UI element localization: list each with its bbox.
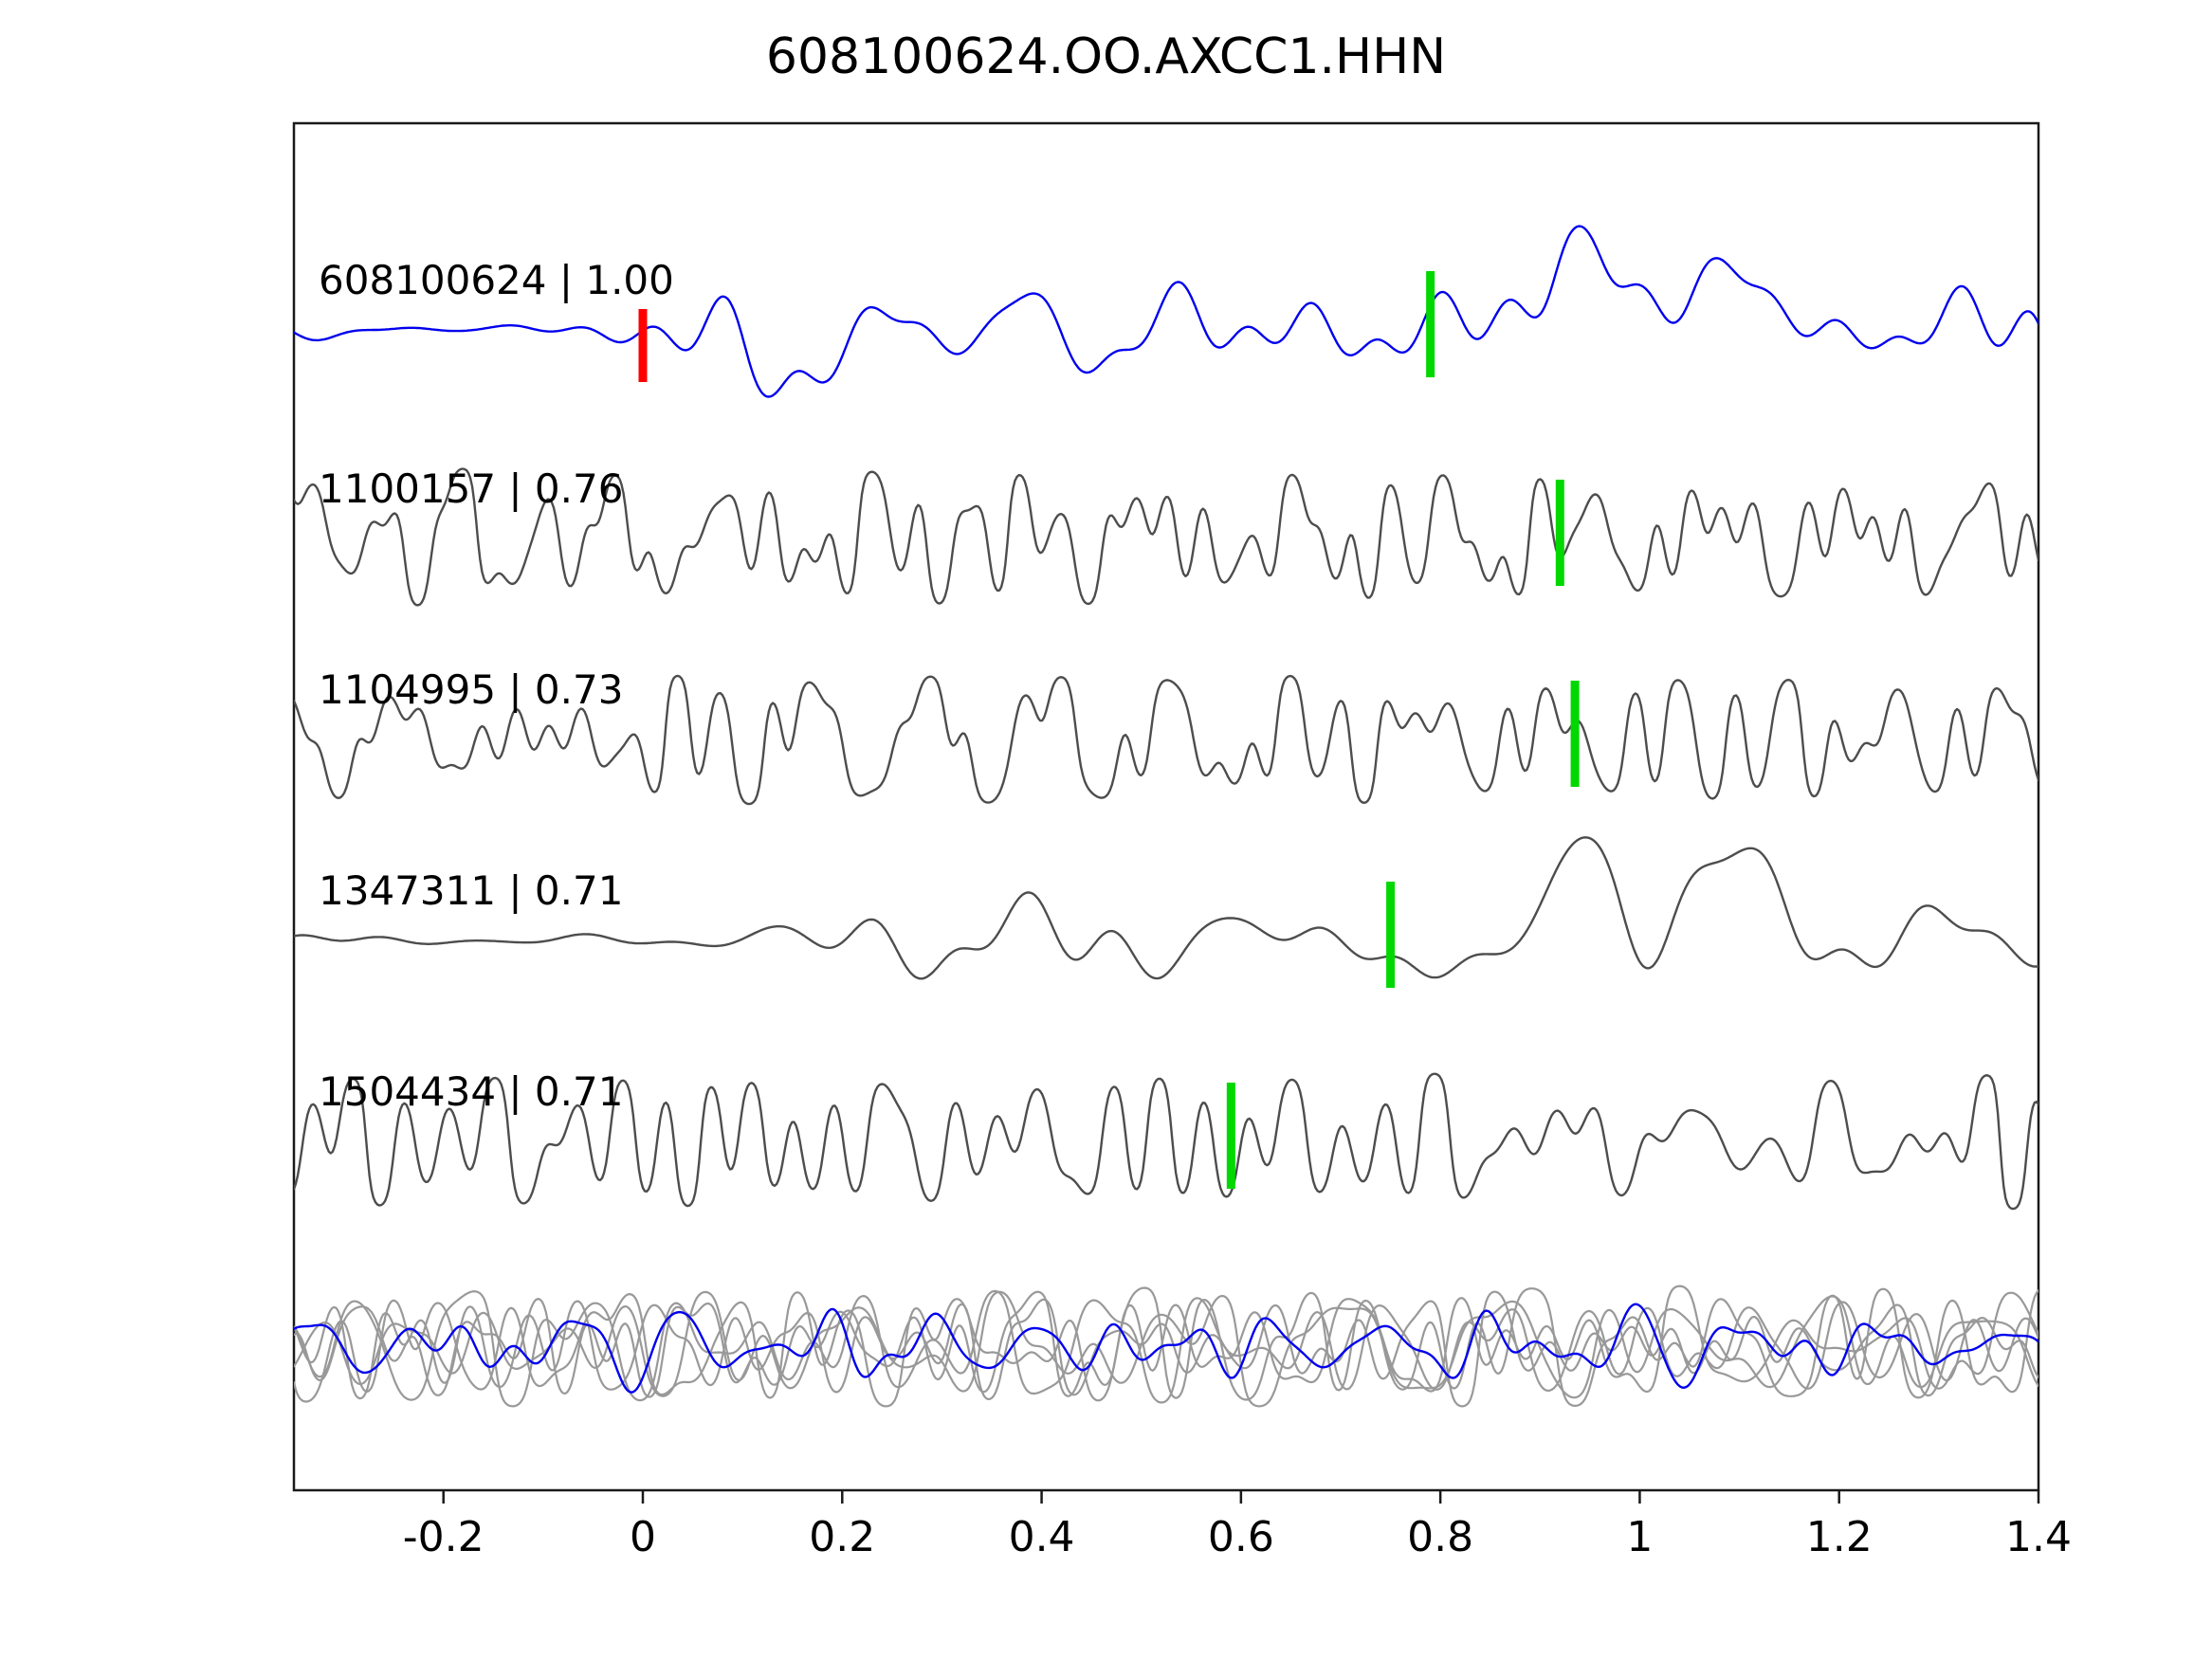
trace-label: 1347311 | 0.71 xyxy=(319,867,623,914)
trace-label: 1100157 | 0.76 xyxy=(319,465,623,512)
waveform-trace-1104995 xyxy=(294,674,2038,806)
x-tick-label: 1.4 xyxy=(2005,1513,2072,1561)
x-tick-label: 0.4 xyxy=(1009,1513,1075,1561)
x-axis: -0.2 0 0.2 0.4 0.6 0.8 1 1.2 1.4 xyxy=(403,1490,2072,1561)
figure-title: 608100624.OO.AXCC1.HHN xyxy=(765,28,1447,85)
x-tick-label: 0.6 xyxy=(1208,1513,1274,1561)
overlay-gray-trace-4 xyxy=(294,1285,2038,1398)
pick-markers xyxy=(638,271,1580,1189)
x-tick-label: 0.8 xyxy=(1407,1513,1473,1561)
x-tick-label: -0.2 xyxy=(403,1513,484,1561)
overlay-gray-trace-2 xyxy=(294,1286,2038,1408)
x-tick-label: 1.2 xyxy=(1806,1513,1873,1561)
x-tick-label: 0.2 xyxy=(809,1513,875,1561)
overlay-gray-trace-0 xyxy=(294,1290,2038,1408)
trace-label: 1504434 | 0.71 xyxy=(319,1068,623,1115)
trace-label: 1104995 | 0.73 xyxy=(319,666,623,713)
x-tick-label: 1 xyxy=(1626,1513,1653,1561)
traces-group xyxy=(294,225,2038,1408)
waveform-trace-1100157 xyxy=(294,467,2038,607)
x-tick-label: 0 xyxy=(630,1513,656,1561)
plot-border xyxy=(292,121,2040,1492)
overlay-template-trace xyxy=(294,1303,2038,1394)
trace-label: 608100624 | 1.00 xyxy=(319,257,674,303)
waveform-trace-608100624 xyxy=(294,225,2038,398)
waveform-trace-1504434 xyxy=(294,1072,2038,1211)
waveform-trace-1347311 xyxy=(294,836,2038,980)
trace-labels: 608100624 | 1.00 1100157 | 0.76 1104995 | … xyxy=(319,257,674,1115)
